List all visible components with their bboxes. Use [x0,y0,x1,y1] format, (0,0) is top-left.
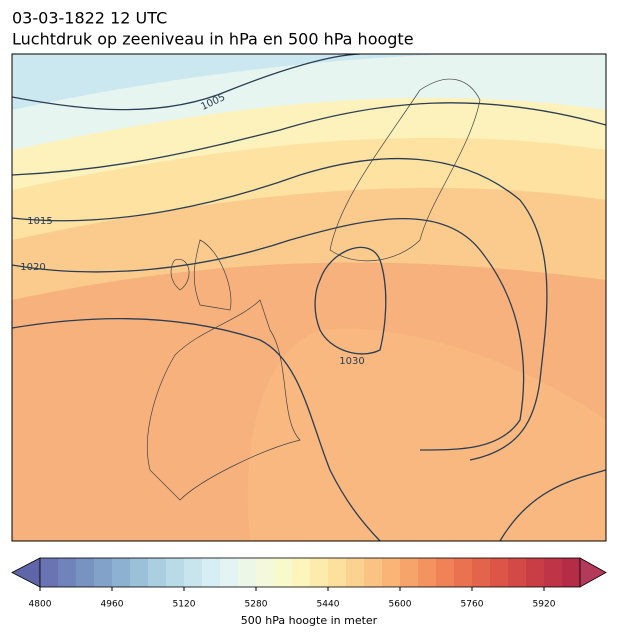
colorbar-swatch [76,558,95,587]
colorbar-swatch [472,558,491,587]
colorbar-swatch [202,558,221,587]
colorbar-swatch [454,558,473,587]
coastline [329,78,481,262]
colorbar-extend-low [11,557,41,588]
map: 1005 1015 1020 1030 [12,54,606,541]
colorbar-swatch [346,558,365,587]
isobar [12,217,525,451]
colorbar-swatch [292,558,311,587]
colorbar-frame [39,557,581,588]
title: 03-03-1822 12 UTC [12,9,167,28]
colorbar-tick-label: 4800 [29,600,52,610]
colorbar-swatch [418,558,437,587]
colorbar-tick-label: 5440 [317,600,340,610]
colorbar-tick-label: 5760 [461,600,484,610]
colorbar-swatch [94,558,113,587]
colorbar-swatch [256,558,275,587]
colorbar-swatch [130,558,149,587]
colorbar-swatch [544,558,563,587]
colorbar-swatch [490,558,509,587]
colorbar-swatch [436,558,455,587]
isobar [12,317,381,541]
isobar [12,157,548,461]
colorbar-swatch [328,558,347,587]
colorbar-tick-label: 5600 [389,600,412,610]
contour-label: 1015 [27,216,52,227]
isobar [12,102,606,176]
colorbar-swatch [148,558,167,587]
colorbar-swatch [526,558,545,587]
colorbar-tick-label: 5120 [173,600,196,610]
colorbar-swatch [40,558,59,587]
isobar [499,469,606,541]
isobar [314,246,387,355]
isobar [12,54,361,111]
coastline [146,299,301,501]
colorbar: 4800 4960 5120 5280 5440 5600 5760 5920 500 hPa … [11,557,607,627]
colorbar-swatch [562,558,581,587]
colorbar-tick-label: 5280 [245,600,268,610]
colorbar-tick-label: 4960 [101,600,124,610]
contour-label: 1020 [20,262,45,273]
colorbar-label: 500 hPa hoogte in meter [241,614,378,627]
colorbar-swatch [220,558,239,587]
colorbar-swatch [508,558,527,587]
colorbar-swatch [58,558,77,587]
colorbar-tick-label: 5920 [533,600,556,610]
colorbar-swatch [274,558,293,587]
colorbar-swatch [400,558,419,587]
colorbar-swatch [310,558,329,587]
colorbar-swatch [112,558,131,587]
colorbar-swatch [382,558,401,587]
colorbar-extend-high [579,557,607,588]
colorbar-swatch [184,558,203,587]
map-frame [11,53,607,542]
colorbar-swatch [238,558,257,587]
contour-label: 1030 [339,356,364,367]
subtitle: Luchtdruk op zeeniveau in hPa en 500 hPa… [12,30,414,49]
colorbar-swatch [166,558,185,587]
colorbar-swatch [364,558,383,587]
